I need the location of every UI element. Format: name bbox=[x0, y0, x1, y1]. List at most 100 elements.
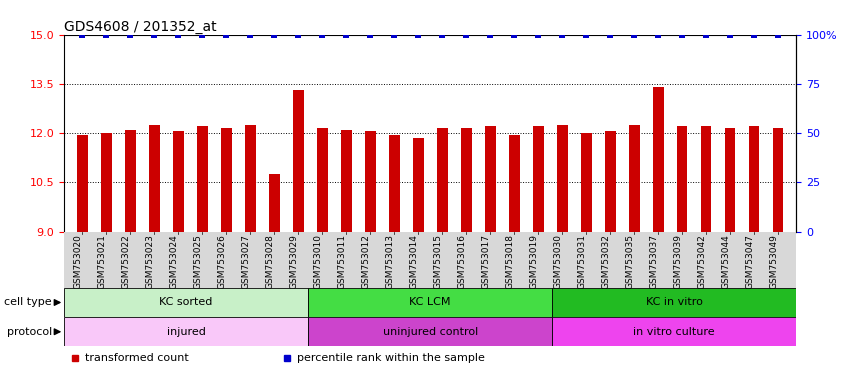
Bar bbox=[64, 317, 308, 346]
Point bbox=[651, 31, 665, 38]
Bar bbox=[197, 126, 207, 232]
Text: GDS4608 / 201352_at: GDS4608 / 201352_at bbox=[64, 20, 217, 33]
Text: GSM753029: GSM753029 bbox=[289, 234, 298, 289]
Bar bbox=[701, 126, 711, 232]
Point bbox=[363, 31, 377, 38]
Text: GSM753023: GSM753023 bbox=[146, 234, 154, 289]
Point bbox=[267, 31, 281, 38]
Bar bbox=[773, 128, 783, 232]
Text: GSM753013: GSM753013 bbox=[385, 234, 394, 290]
Text: GSM753018: GSM753018 bbox=[505, 234, 514, 290]
Text: GSM753014: GSM753014 bbox=[409, 234, 418, 289]
Bar bbox=[77, 135, 87, 232]
Text: uninjured control: uninjured control bbox=[383, 327, 478, 337]
Bar bbox=[269, 174, 280, 232]
Text: GSM753044: GSM753044 bbox=[721, 234, 730, 289]
Text: GSM753024: GSM753024 bbox=[169, 234, 178, 289]
Bar bbox=[604, 131, 615, 232]
Text: GSM753039: GSM753039 bbox=[673, 234, 682, 290]
Point bbox=[556, 31, 569, 38]
Point bbox=[723, 31, 737, 38]
Point bbox=[339, 31, 353, 38]
Point bbox=[315, 31, 329, 38]
Point bbox=[675, 31, 689, 38]
Text: GSM753025: GSM753025 bbox=[193, 234, 202, 289]
Bar bbox=[508, 135, 520, 232]
Bar bbox=[125, 130, 135, 232]
Bar bbox=[101, 133, 111, 232]
Bar bbox=[437, 128, 448, 232]
Point bbox=[99, 31, 113, 38]
Bar bbox=[677, 126, 687, 232]
Bar bbox=[341, 130, 352, 232]
Text: GSM753012: GSM753012 bbox=[361, 234, 370, 289]
Text: GSM753027: GSM753027 bbox=[241, 234, 250, 289]
Text: GSM753016: GSM753016 bbox=[457, 234, 467, 290]
Bar bbox=[365, 131, 376, 232]
Bar bbox=[173, 131, 183, 232]
Point bbox=[171, 31, 185, 38]
Point bbox=[387, 31, 401, 38]
Point bbox=[436, 31, 449, 38]
Bar bbox=[308, 317, 552, 346]
Text: KC sorted: KC sorted bbox=[159, 298, 213, 308]
Bar bbox=[580, 133, 591, 232]
Point bbox=[699, 31, 713, 38]
Point bbox=[532, 31, 545, 38]
Text: KC in vitro: KC in vitro bbox=[645, 298, 703, 308]
Point bbox=[147, 31, 161, 38]
Point bbox=[771, 31, 785, 38]
Bar bbox=[64, 288, 308, 317]
Bar bbox=[532, 126, 544, 232]
Text: GSM753030: GSM753030 bbox=[553, 234, 562, 290]
Text: GSM753019: GSM753019 bbox=[529, 234, 538, 290]
Bar bbox=[149, 125, 159, 232]
Text: GSM753035: GSM753035 bbox=[625, 234, 634, 290]
Text: in vitro culture: in vitro culture bbox=[633, 327, 715, 337]
Bar bbox=[749, 126, 759, 232]
Bar bbox=[308, 288, 552, 317]
Bar bbox=[556, 125, 568, 232]
Text: transformed count: transformed count bbox=[85, 353, 188, 363]
Point bbox=[123, 31, 137, 38]
Text: GSM753047: GSM753047 bbox=[745, 234, 754, 289]
Text: protocol: protocol bbox=[7, 327, 52, 337]
Text: GSM753015: GSM753015 bbox=[433, 234, 443, 290]
Text: GSM753028: GSM753028 bbox=[265, 234, 274, 289]
Text: GSM753021: GSM753021 bbox=[98, 234, 106, 289]
Point bbox=[411, 31, 425, 38]
Point bbox=[580, 31, 593, 38]
Point bbox=[219, 31, 233, 38]
Text: GSM753022: GSM753022 bbox=[122, 234, 130, 289]
Point bbox=[460, 31, 473, 38]
Text: GSM753031: GSM753031 bbox=[577, 234, 586, 290]
Bar bbox=[552, 317, 796, 346]
Text: percentile rank within the sample: percentile rank within the sample bbox=[297, 353, 484, 363]
Text: injured: injured bbox=[167, 327, 205, 337]
Bar bbox=[461, 128, 472, 232]
Text: GSM753042: GSM753042 bbox=[697, 234, 706, 289]
Text: GSM753049: GSM753049 bbox=[769, 234, 778, 289]
Point bbox=[291, 31, 305, 38]
Text: KC LCM: KC LCM bbox=[409, 298, 451, 308]
Point bbox=[75, 31, 89, 38]
Text: GSM753026: GSM753026 bbox=[217, 234, 226, 289]
Point bbox=[603, 31, 617, 38]
Bar bbox=[725, 128, 735, 232]
Point bbox=[747, 31, 761, 38]
Bar bbox=[293, 90, 304, 232]
Bar bbox=[552, 288, 796, 317]
Bar bbox=[245, 125, 256, 232]
Text: GSM753017: GSM753017 bbox=[481, 234, 490, 290]
Point bbox=[627, 31, 641, 38]
Text: cell type: cell type bbox=[4, 298, 52, 308]
Bar bbox=[317, 128, 328, 232]
Bar bbox=[221, 128, 232, 232]
Text: GSM753010: GSM753010 bbox=[313, 234, 322, 290]
Text: GSM753020: GSM753020 bbox=[74, 234, 82, 289]
Point bbox=[484, 31, 497, 38]
Bar bbox=[653, 87, 663, 232]
Bar bbox=[413, 138, 424, 232]
Bar bbox=[484, 126, 496, 232]
Text: GSM753011: GSM753011 bbox=[337, 234, 346, 290]
